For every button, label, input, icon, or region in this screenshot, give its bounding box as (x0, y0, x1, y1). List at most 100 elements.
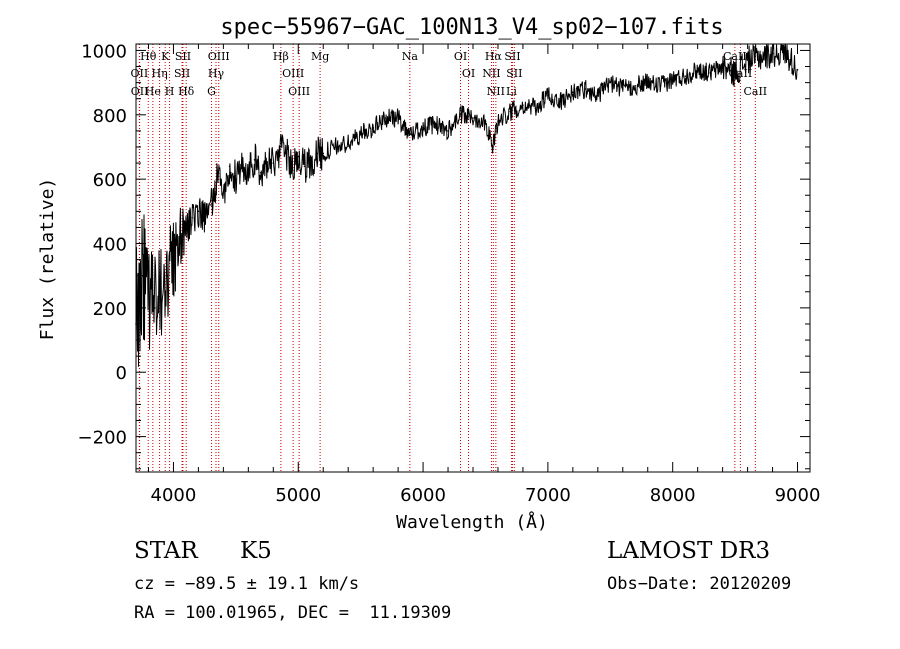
marker-label: Mg (311, 50, 329, 63)
data-point (696, 68, 699, 71)
data-point (303, 165, 306, 168)
obs-date-label: Obs−Date: 20120209 (607, 574, 792, 594)
marker-label: CaII (743, 85, 767, 98)
data-point (147, 290, 150, 293)
x-tick-label: 5000 (275, 485, 321, 506)
data-point (721, 65, 724, 68)
data-point (291, 165, 293, 168)
object-subclass: K5 (240, 538, 272, 564)
data-point (372, 126, 374, 129)
spectral-line-labels: HθOIIOIIHeHηKHSIISIIHδOIIIHγGHβOIIIOIIIM… (131, 50, 768, 98)
marker-label: NII (487, 85, 505, 98)
data-point (322, 152, 325, 155)
data-point (347, 142, 349, 145)
y-tick-label: 200 (93, 299, 127, 320)
marker-label: OIII (282, 67, 304, 80)
survey-label: LAMOST DR3 (607, 538, 771, 564)
marker-label: SII (175, 50, 191, 63)
data-point (447, 130, 449, 132)
y-tick-label: −200 (78, 428, 127, 449)
data-point (135, 323, 137, 325)
marker-label: OI (462, 67, 475, 80)
data-point (771, 52, 774, 55)
x-tick-label: 6000 (400, 485, 446, 506)
data-point (759, 56, 761, 58)
data-point (547, 94, 549, 97)
data-point (253, 159, 256, 161)
data-point (266, 165, 268, 168)
y-tick-label: 1000 (81, 41, 127, 62)
data-point (241, 165, 243, 168)
marker-label: Na (402, 50, 419, 63)
data-point (384, 117, 387, 119)
spectral-line-markers (138, 44, 756, 472)
y-tick-label: 0 (116, 363, 127, 384)
data-point (141, 274, 144, 277)
series-layer (135, 44, 799, 367)
data-point (559, 101, 562, 103)
x-tick-label: 9000 (775, 485, 821, 506)
data-point (646, 81, 649, 84)
data-point (216, 178, 218, 180)
marker-label: CaII (723, 50, 747, 63)
data-point (572, 91, 574, 94)
x-tick-label: 7000 (525, 485, 571, 506)
data-point (459, 113, 462, 116)
data-point (609, 81, 612, 84)
data-point (197, 210, 200, 213)
data-point (160, 290, 162, 293)
marker-label: Hη (151, 67, 167, 80)
data-point (597, 94, 599, 97)
data-point (784, 49, 786, 52)
marker-label: Li (506, 85, 517, 98)
data-point (284, 152, 287, 155)
data-point (434, 123, 437, 126)
data-point (684, 75, 686, 77)
data-point (172, 258, 175, 261)
plot-frame (135, 43, 811, 473)
marker-label: K (161, 50, 170, 63)
data-point (584, 88, 587, 90)
marker-label: Hα (485, 50, 503, 63)
data-point (260, 171, 262, 174)
data-point (166, 274, 169, 277)
coordinates-label: RA = 100.01965, DEC = 11.19309 (134, 603, 452, 623)
marker-label: OIII (208, 50, 230, 63)
data-point (316, 152, 318, 155)
data-point (509, 110, 512, 113)
x-tick-label: 8000 (650, 485, 696, 506)
marker-label: He (145, 85, 161, 98)
data-point (278, 149, 281, 151)
data-point (297, 155, 300, 158)
y-tick-label: 800 (93, 106, 127, 127)
data-point (222, 191, 225, 193)
data-point (671, 78, 674, 81)
data-point (634, 85, 637, 87)
marker-label: Hγ (208, 67, 225, 80)
data-point (210, 204, 212, 206)
marker-label: G (207, 85, 216, 98)
y-axis-label: Flux (relative) (37, 178, 58, 341)
marker-label: SII (504, 50, 520, 63)
y-tick-label: 400 (93, 235, 127, 256)
data-point (178, 242, 181, 245)
data-point (235, 178, 237, 180)
data-point (397, 117, 399, 119)
data-point (796, 68, 799, 71)
data-point (334, 146, 337, 148)
data-point (522, 104, 524, 106)
redshift-label: cz = −89.5 ± 19.1 km/s (134, 574, 360, 594)
data-point (497, 120, 499, 123)
data-point (191, 216, 193, 219)
marker-label: Hδ (178, 85, 195, 98)
marker-label: Hθ (140, 50, 157, 63)
object-class: STAR (134, 538, 198, 564)
data-point (734, 72, 736, 74)
data-point (309, 162, 312, 164)
x-axis-label: Wavelength (Å) (396, 511, 548, 533)
data-point (534, 107, 537, 110)
marker-label: SII (174, 67, 190, 80)
x-tick-label: 4000 (151, 485, 197, 506)
data-point (185, 226, 187, 229)
data-point (228, 165, 231, 168)
